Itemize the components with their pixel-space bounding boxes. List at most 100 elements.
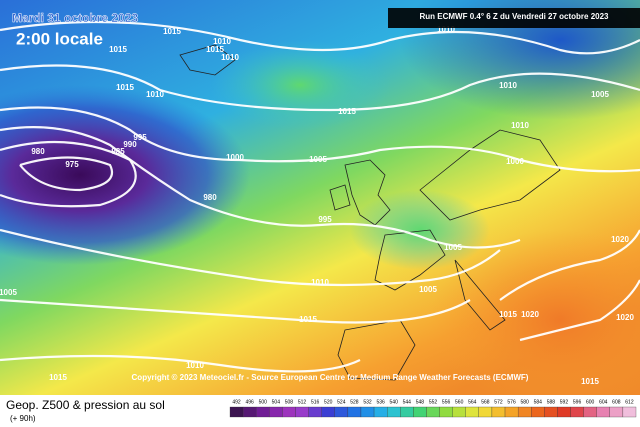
- isobar-label: 1015: [109, 45, 127, 54]
- isobar-label: 1000: [226, 153, 244, 162]
- scale-swatch: [465, 406, 479, 418]
- scale-label: 496: [245, 399, 254, 405]
- isobar-label: 1010: [499, 81, 517, 90]
- scale-label: 572: [494, 399, 503, 405]
- scale-swatch: [583, 406, 597, 418]
- scale-label: 524: [337, 399, 346, 405]
- isobar-label: 1010: [437, 25, 455, 34]
- isobar-label: 1015: [499, 310, 517, 319]
- scale-swatch: [504, 406, 519, 418]
- scale-swatch: [544, 406, 558, 418]
- scale-label: 536: [376, 399, 385, 405]
- scale-label: 532: [363, 399, 372, 405]
- isobar-label: 1005: [444, 243, 462, 252]
- scale-label: 592: [560, 399, 569, 405]
- scale-label: 528: [350, 399, 359, 405]
- scale-swatch: [308, 406, 322, 418]
- scale-label: 552: [429, 399, 438, 405]
- isobar-label: 990: [123, 140, 137, 149]
- scale-label: 508: [285, 399, 294, 405]
- scale-swatch: [282, 406, 296, 418]
- scale-swatch: [491, 406, 506, 418]
- scale-label: 560: [455, 399, 464, 405]
- scale-swatch: [426, 406, 440, 418]
- isobars: [0, 20, 640, 373]
- copyright: Copyright © 2023 Meteociel.fr - Source E…: [132, 373, 529, 382]
- date: Mardi 31 octobre 2023: [12, 11, 138, 25]
- scale-label: 576: [507, 399, 516, 405]
- isobar-label: 1015: [338, 107, 356, 116]
- isobar-label: 985: [111, 147, 125, 156]
- isobar-label: 975: [65, 160, 79, 169]
- isobar-label: 1015: [206, 45, 224, 54]
- isobar-label: 995: [133, 133, 147, 142]
- scale-swatch: [596, 406, 610, 418]
- isobar-label: 980: [31, 147, 45, 156]
- scale-label: 540: [390, 399, 399, 405]
- run-banner: [388, 8, 640, 28]
- scale-swatch: [570, 406, 584, 418]
- scale-swatch: [295, 406, 309, 418]
- scale-swatch: [360, 406, 375, 418]
- isobar-label: 1010: [511, 121, 529, 130]
- scale-label: 604: [599, 399, 608, 405]
- scale-swatch: [269, 406, 283, 418]
- footer-title: Geop. Z500 & pression au sol: [6, 398, 165, 412]
- scale-swatch: [347, 406, 362, 418]
- scale-label: 612: [625, 399, 634, 405]
- isobar-label: 1010: [146, 90, 164, 99]
- scale-swatch: [400, 406, 414, 418]
- scale-swatch: [373, 406, 388, 418]
- isobar-label: 1015: [299, 315, 317, 324]
- scale-swatch: [478, 406, 493, 418]
- isobar-label: 1010: [186, 361, 204, 370]
- scale-label: 556: [442, 399, 451, 405]
- scale-label: 564: [468, 399, 477, 405]
- isobar-label: 995: [318, 215, 332, 224]
- isobar-label: 1020: [611, 235, 629, 244]
- color-scale: 492 496 500 504 508 512 516 520 524 528 532 536 540 5…: [229, 399, 637, 418]
- isobar-label: 1020: [616, 313, 634, 322]
- isobar-label: 1020: [521, 310, 539, 319]
- scale-label: 600: [586, 399, 595, 405]
- scale-label: 548: [416, 399, 425, 405]
- isobar-label: 1005: [419, 285, 437, 294]
- scale-label: 520: [324, 399, 333, 405]
- scale-label: 608: [612, 399, 621, 405]
- isobar-label: 1010: [311, 278, 329, 287]
- lead-time: (+ 90h): [10, 414, 36, 423]
- isobar-label: 980: [203, 193, 217, 202]
- scale-label: 512: [298, 399, 307, 405]
- scale-label: 584: [534, 399, 543, 405]
- isobar-label: 1015: [49, 373, 67, 382]
- local-time: 2:00 locale: [16, 29, 103, 48]
- scale-swatch: [622, 406, 637, 418]
- scale-label: 516: [311, 399, 320, 405]
- isobar-labels: 1015101510101015101010151010995990985975…: [0, 25, 634, 386]
- scale-label: 492: [232, 399, 241, 405]
- isobar-label: 1015: [163, 27, 181, 36]
- isobar-label: 1005: [591, 90, 609, 99]
- scale-swatch: [256, 406, 270, 418]
- scale-label: 580: [521, 399, 530, 405]
- isobar-label: 1005: [309, 155, 327, 164]
- scale-swatch: [229, 406, 244, 418]
- scale-label: 544: [403, 399, 412, 405]
- isobar-label: 1000: [506, 157, 524, 166]
- scale-swatch: [452, 406, 466, 418]
- isobar-label: 1015: [581, 377, 599, 386]
- scale-swatch: [387, 406, 401, 418]
- scale-label: 504: [272, 399, 281, 405]
- scale-swatch: [557, 406, 571, 418]
- scale-label: 500: [259, 399, 268, 405]
- scale-swatch: [321, 406, 335, 418]
- isobar-label: 1010: [213, 37, 231, 46]
- scale-swatch: [517, 406, 532, 418]
- scale-swatch: [242, 406, 257, 418]
- isobar-label: 1005: [0, 288, 17, 297]
- isobar-label: 1015: [116, 83, 134, 92]
- scale-swatch: [609, 406, 624, 418]
- run-info: Run ECMWF 0.4° 6 Z du Vendredi 27 octobr…: [419, 12, 609, 21]
- scale-swatch: [531, 406, 545, 418]
